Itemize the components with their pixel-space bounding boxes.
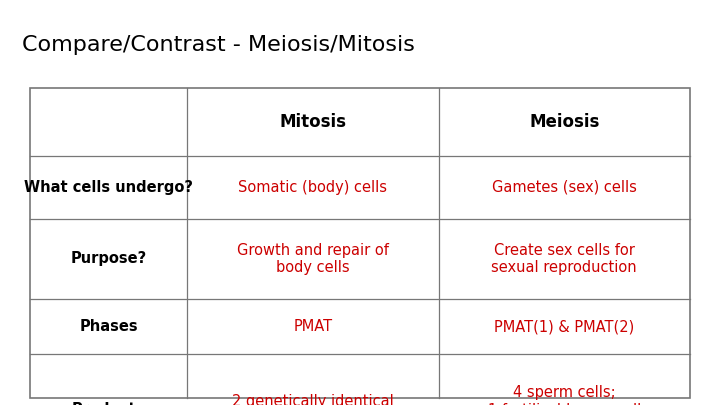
Text: PMAT: PMAT bbox=[293, 319, 333, 334]
Text: PMAT(1) & PMAT(2): PMAT(1) & PMAT(2) bbox=[494, 319, 634, 334]
Text: 2 genetically identical
diploid daughter cells: 2 genetically identical diploid daughter… bbox=[232, 394, 394, 405]
Text: Gametes (sex) cells: Gametes (sex) cells bbox=[492, 180, 636, 195]
Text: What cells undergo?: What cells undergo? bbox=[24, 180, 193, 195]
Text: Compare/Contrast - Meiosis/Mitosis: Compare/Contrast - Meiosis/Mitosis bbox=[22, 35, 415, 55]
Text: Phases: Phases bbox=[79, 319, 138, 334]
Text: Growth and repair of
body cells: Growth and repair of body cells bbox=[237, 243, 389, 275]
Text: Create sex cells for
sexual reproduction: Create sex cells for sexual reproduction bbox=[492, 243, 637, 275]
Text: 4 sperm cells;
1 fertilizable egg cell
and 3 polar bodies: 4 sperm cells; 1 fertilizable egg cell a… bbox=[487, 385, 641, 405]
Text: Products: Products bbox=[72, 403, 145, 405]
Text: Somatic (body) cells: Somatic (body) cells bbox=[238, 180, 387, 195]
Text: Purpose?: Purpose? bbox=[71, 252, 147, 266]
Bar bbox=[30, 88, 690, 398]
Text: Mitosis: Mitosis bbox=[279, 113, 346, 131]
Text: Meiosis: Meiosis bbox=[529, 113, 600, 131]
